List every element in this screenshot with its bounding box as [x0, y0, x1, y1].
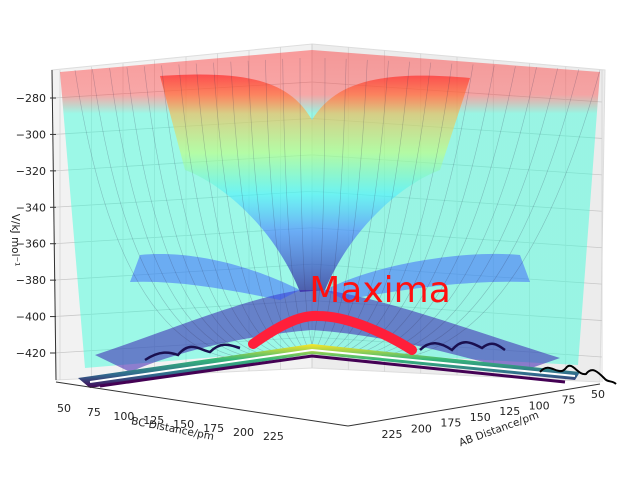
y-tick-label: 100: [529, 399, 550, 412]
mesh-line: [92, 69, 255, 360]
trajectory-wall-projection: [539, 364, 617, 385]
mesh-line: [109, 68, 260, 358]
z-tick-label: −340: [16, 201, 46, 214]
surface-mesh: [74, 57, 601, 361]
mesh-line: [343, 63, 453, 353]
mesh-line: [265, 59, 303, 348]
mesh-line: [369, 68, 558, 358]
x-tick-label: 100: [113, 410, 134, 423]
mesh-line: [311, 57, 326, 346]
z-tick-label: −360: [16, 238, 46, 251]
y-tick-label: 150: [470, 411, 491, 424]
mesh-line: [195, 63, 284, 353]
contour-floor: [78, 341, 617, 388]
potential-energy-surface: [60, 50, 601, 372]
x-tick-label: 225: [263, 430, 284, 443]
mesh-line: [282, 58, 308, 347]
mesh-line: [299, 57, 313, 346]
z-axis-label: V/kJ mol⁻¹: [9, 214, 21, 267]
surface-left-well: [130, 254, 300, 300]
z-tick-label: −420: [16, 347, 46, 360]
z-tick-label: −380: [16, 274, 46, 287]
y-tick-label: 225: [382, 428, 403, 441]
z-axis-line: [51, 69, 57, 381]
maxima-annotation: Maxima: [309, 270, 451, 311]
y-axis-line: [347, 383, 601, 427]
x-tick-label: 175: [203, 422, 224, 435]
x-tick-label: 75: [87, 406, 101, 419]
mesh-line: [348, 64, 474, 354]
mesh-line: [126, 67, 265, 357]
mesh-line: [143, 66, 270, 356]
mesh-line: [364, 67, 537, 357]
y-tick-label: 200: [411, 422, 432, 435]
mesh-line: [327, 60, 389, 349]
mesh-line: [338, 62, 432, 352]
x-tick-label: 150: [173, 418, 194, 431]
x-axis-line: [55, 381, 349, 427]
x-tick-label: 50: [57, 402, 71, 415]
mesh-line: [379, 69, 601, 361]
trajectory-floor-projection: [144, 343, 241, 362]
mesh-line: [353, 65, 495, 355]
y-tick-label: 50: [591, 388, 605, 401]
contour-line: [89, 348, 576, 383]
mesh-line: [213, 62, 289, 352]
mesh-line: [359, 66, 516, 356]
reaction-trajectory: [248, 310, 417, 355]
z-tick-label: −300: [16, 128, 46, 141]
y-tick-label: 175: [440, 417, 461, 430]
y-axis: 225 200 175 150 125 100 75 50: [347, 383, 605, 441]
surface-right-well: [325, 253, 530, 300]
z-tick-label: −400: [16, 311, 46, 324]
contour-line: [99, 354, 566, 388]
surface-saddle: [160, 74, 470, 292]
mesh-line: [230, 61, 294, 350]
surface-lower-valley: [95, 290, 560, 372]
x-tick-label: 200: [233, 426, 254, 439]
x-tick-label: 125: [143, 414, 164, 427]
y-tick-label: 125: [499, 405, 520, 418]
x-axis: 50 75 100 125 150 175 200 225: [55, 381, 349, 443]
mesh-line: [74, 69, 251, 361]
z-axis: −280 −300 −320 −340 −360 −380 −400 −420: [16, 69, 57, 381]
mesh-line: [322, 59, 368, 348]
mesh-line: [247, 60, 298, 349]
z-tick-label: −320: [16, 165, 46, 178]
mesh-line: [316, 58, 347, 347]
z-tick-label: −280: [16, 92, 46, 105]
trajectory-floor-projection: [419, 341, 506, 352]
y-tick-label: 75: [562, 394, 576, 407]
mesh-line: [332, 61, 410, 350]
